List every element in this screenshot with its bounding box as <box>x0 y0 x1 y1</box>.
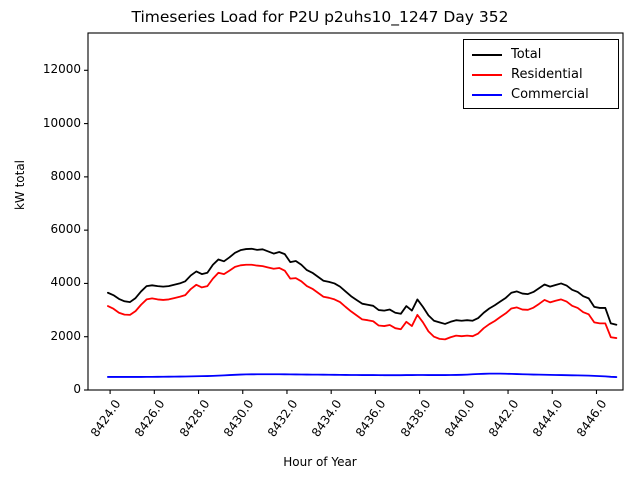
legend-label-residential: Residential <box>511 67 583 82</box>
legend-swatch-commercial <box>472 94 502 96</box>
legend-item: Residential <box>472 65 610 85</box>
plot-border <box>87 32 624 391</box>
legend-swatch-residential <box>472 74 502 76</box>
y-tick-label: 0 <box>73 382 81 396</box>
x-axis-label: Hour of Year <box>283 455 357 469</box>
legend-item: Commercial <box>472 85 610 105</box>
data-series-group <box>107 247 618 378</box>
y-tick-label: 8000 <box>50 168 81 183</box>
y-tick-label: 10000 <box>42 115 81 130</box>
legend-item: Total <box>472 45 610 65</box>
tick-marks <box>84 69 598 394</box>
axes-frame <box>87 32 624 391</box>
y-tick-label: 12000 <box>42 62 81 77</box>
legend: Total Residential Commercial <box>463 39 619 109</box>
series-line-total <box>107 247 618 326</box>
y-tick-label: 6000 <box>50 222 81 237</box>
chart-title: Timeseries Load for P2U p2uhs10_1247 Day… <box>131 8 509 26</box>
y-tick-label: 4000 <box>50 275 81 290</box>
series-line-commercial <box>107 372 618 378</box>
legend-label-commercial: Commercial <box>511 87 589 102</box>
y-tick-label: 2000 <box>50 328 81 343</box>
legend-swatch-total <box>472 54 502 56</box>
series-line-residential <box>107 263 618 341</box>
legend-label-total: Total <box>511 47 542 62</box>
